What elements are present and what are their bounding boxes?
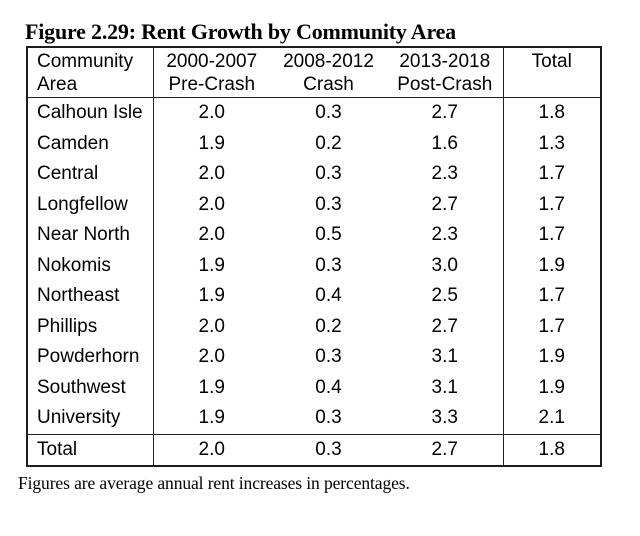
table-row: Phillips 2.0 0.2 2.7 1.7 — [27, 311, 601, 342]
community-area-cell: Near North — [27, 220, 154, 251]
total-cell: 1.9 — [502, 372, 601, 403]
crash-cell: 0.3 — [315, 254, 342, 276]
table-row: Southwest 1.9 0.4 3.1 1.9 — [27, 372, 601, 403]
post-crash-cell: 2.3 — [431, 163, 458, 185]
post-crash-cell: 1.6 — [431, 132, 458, 154]
table-row: University 1.9 0.3 3.3 2.1 — [27, 403, 601, 434]
total-cell: 1.7 — [502, 189, 601, 220]
crash-cell: 0.2 — [315, 315, 342, 337]
header-line: Total — [531, 51, 572, 72]
community-area-cell: Southwest — [27, 372, 154, 403]
crash-cell: 0.4 — [315, 376, 342, 398]
crash-cell: 0.3 — [270, 433, 387, 466]
header-line: Post-Crash — [397, 74, 493, 95]
pre-crash-cell: 2.0 — [198, 346, 225, 368]
header-line: 2008-2012 — [283, 51, 374, 72]
pre-crash-cell: 2.0 — [153, 433, 270, 466]
header-crash: 2008-2012 Crash — [270, 47, 387, 98]
post-crash-cell: 2.7 — [431, 315, 458, 337]
header-pre-crash: 2000-2007 Pre-Crash — [153, 47, 270, 98]
header-line: 2000-2007 — [166, 51, 258, 72]
total-cell: 2.1 — [502, 403, 601, 434]
header-line: Pre-Crash — [168, 74, 256, 95]
post-crash-cell: 2.7 — [431, 193, 458, 215]
community-area-cell: Northeast — [27, 281, 154, 312]
crash-cell: 0.4 — [315, 285, 342, 307]
figure-title: Figure 2.29: Rent Growth by Community Ar… — [25, 19, 456, 44]
pre-crash-cell: 2.0 — [198, 193, 225, 215]
table-total-row: Total 2.0 0.3 2.7 1.8 — [27, 433, 601, 466]
community-area-cell: Powderhorn — [27, 342, 154, 373]
post-crash-cell: 2.3 — [431, 224, 458, 246]
rent-growth-table: Community Area 2000-2007 Pre-Crash 2008-20… — [26, 46, 602, 467]
header-total: Total — [502, 47, 601, 98]
crash-cell: 0.3 — [315, 102, 342, 124]
pre-crash-cell: 2.0 — [198, 224, 225, 246]
crash-cell: 0.3 — [315, 163, 342, 185]
pre-crash-cell: 1.9 — [198, 285, 225, 307]
table-row: Northeast 1.9 0.4 2.5 1.7 — [27, 281, 601, 312]
post-crash-cell: 2.7 — [387, 433, 503, 466]
pre-crash-cell: 2.0 — [198, 315, 225, 337]
total-cell: 1.8 — [502, 97, 601, 129]
figure-container: Figure 2.29: Rent Growth by Community Ar… — [0, 18, 640, 494]
pre-crash-cell: 1.9 — [198, 132, 225, 154]
post-crash-cell: 2.5 — [431, 285, 458, 307]
header-community-area: Community Area — [27, 47, 154, 98]
crash-cell: 0.3 — [315, 407, 342, 429]
pre-crash-cell: 1.9 — [198, 376, 225, 398]
table-row: Near North 2.0 0.5 2.3 1.7 — [27, 220, 601, 251]
post-crash-cell: 3.1 — [431, 376, 458, 398]
crash-cell: 0.2 — [315, 132, 342, 154]
community-area-cell: Central — [27, 159, 154, 190]
pre-crash-cell: 2.0 — [198, 102, 225, 124]
community-area-cell: University — [27, 403, 154, 434]
table-row: Calhoun Isle 2.0 0.3 2.7 1.8 — [27, 97, 601, 129]
total-cell: 1.7 — [502, 281, 601, 312]
post-crash-cell: 3.0 — [431, 254, 458, 276]
total-cell: 1.7 — [502, 311, 601, 342]
table-row: Longfellow 2.0 0.3 2.7 1.7 — [27, 189, 601, 220]
pre-crash-cell: 1.9 — [198, 407, 225, 429]
total-cell: 1.9 — [502, 342, 601, 373]
table-row: Nokomis 1.9 0.3 3.0 1.9 — [27, 250, 601, 281]
crash-cell: 0.5 — [315, 224, 342, 246]
crash-cell: 0.3 — [315, 346, 342, 368]
header-line: Area — [37, 74, 78, 95]
total-row-label: Total — [27, 433, 154, 466]
table-row: Central 2.0 0.3 2.3 1.7 — [27, 159, 601, 190]
total-cell: 1.7 — [502, 159, 601, 190]
community-area-cell: Calhoun Isle — [27, 97, 154, 129]
header-line: 2013-2018 — [399, 51, 491, 72]
community-area-cell: Nokomis — [27, 250, 154, 281]
total-cell: 1.3 — [502, 128, 601, 159]
post-crash-cell: 3.3 — [431, 407, 458, 429]
table-header-row: Community Area 2000-2007 Pre-Crash 2008-20… — [27, 47, 601, 98]
total-cell: 1.8 — [502, 433, 601, 466]
total-cell: 1.9 — [502, 250, 601, 281]
table-row: Powderhorn 2.0 0.3 3.1 1.9 — [27, 342, 601, 373]
post-crash-cell: 2.7 — [431, 102, 458, 124]
total-cell: 1.7 — [502, 220, 601, 251]
table-row: Camden 1.9 0.2 1.6 1.3 — [27, 128, 601, 159]
post-crash-cell: 3.1 — [431, 346, 458, 368]
header-post-crash: 2013-2018 Post-Crash — [387, 47, 503, 98]
community-area-cell: Camden — [27, 128, 154, 159]
community-area-cell: Phillips — [27, 311, 154, 342]
crash-cell: 0.3 — [315, 193, 342, 215]
community-area-cell: Longfellow — [27, 189, 154, 220]
header-line: Crash — [303, 74, 354, 95]
header-line: Community — [37, 51, 134, 72]
pre-crash-cell: 1.9 — [198, 254, 225, 276]
pre-crash-cell: 2.0 — [198, 163, 225, 185]
footnote: Figures are average annual rent increase… — [18, 472, 410, 493]
